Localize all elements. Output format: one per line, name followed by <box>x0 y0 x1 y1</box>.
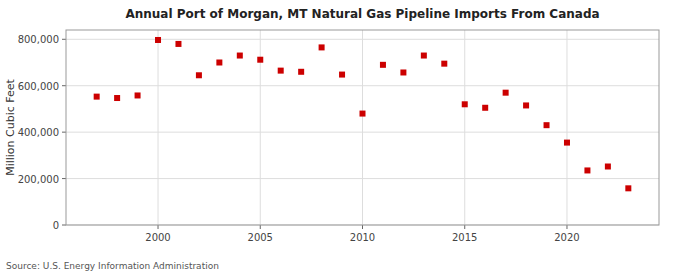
point <box>523 102 529 108</box>
x-tick <box>362 225 363 229</box>
point <box>339 72 345 78</box>
point <box>278 68 284 74</box>
y-tick-label: 200,000 <box>18 174 59 185</box>
y-tick <box>62 132 66 133</box>
point <box>135 92 141 98</box>
point <box>257 57 263 63</box>
y-tick <box>62 225 66 226</box>
y-tick <box>62 39 66 40</box>
point <box>441 61 447 67</box>
point <box>503 90 509 96</box>
point <box>564 140 570 146</box>
point <box>482 105 488 111</box>
y-tick-label: 400,000 <box>18 127 59 138</box>
point <box>114 95 120 101</box>
source-note: Source: U.S. Energy Information Administ… <box>6 261 219 271</box>
y-tick <box>62 178 66 179</box>
title: Annual Port of Morgan, MT Natural Gas Pi… <box>125 7 599 21</box>
point <box>544 122 550 128</box>
x-tick-label: 2020 <box>554 232 579 243</box>
x-tick <box>260 225 261 229</box>
x-tick <box>566 225 567 229</box>
x-tick-label: 2010 <box>350 232 375 243</box>
point <box>94 94 100 100</box>
point <box>400 69 406 75</box>
x-grid-line <box>362 30 363 225</box>
grid <box>66 30 659 225</box>
x-grid-line <box>464 30 465 225</box>
point <box>380 62 386 68</box>
x-tick <box>158 225 159 229</box>
y-axis-label: Million Cubic Feet <box>4 78 17 175</box>
point <box>605 164 611 170</box>
y-tick-label: 600,000 <box>18 81 59 92</box>
point <box>319 44 325 50</box>
x-grid-line <box>158 30 159 225</box>
point <box>216 60 222 66</box>
point <box>155 37 161 43</box>
point <box>175 41 181 47</box>
y-tick <box>62 85 66 86</box>
point <box>421 53 427 59</box>
y-tick-label: 800,000 <box>18 34 59 45</box>
y-tick-label: 0 <box>53 220 59 231</box>
point <box>462 101 468 107</box>
point <box>237 53 243 59</box>
x-grid-line <box>566 30 567 225</box>
plot-frame <box>66 30 659 225</box>
chart: Annual Port of Morgan, MT Natural Gas Pi… <box>0 0 675 275</box>
points <box>94 37 632 191</box>
point <box>298 69 304 75</box>
point <box>584 167 590 173</box>
x-tick-label: 2000 <box>145 232 170 243</box>
x-tick-label: 2015 <box>452 232 477 243</box>
point <box>196 72 202 78</box>
point <box>625 185 631 191</box>
x-tick-label: 2005 <box>248 232 273 243</box>
point <box>360 111 366 117</box>
x-tick <box>464 225 465 229</box>
